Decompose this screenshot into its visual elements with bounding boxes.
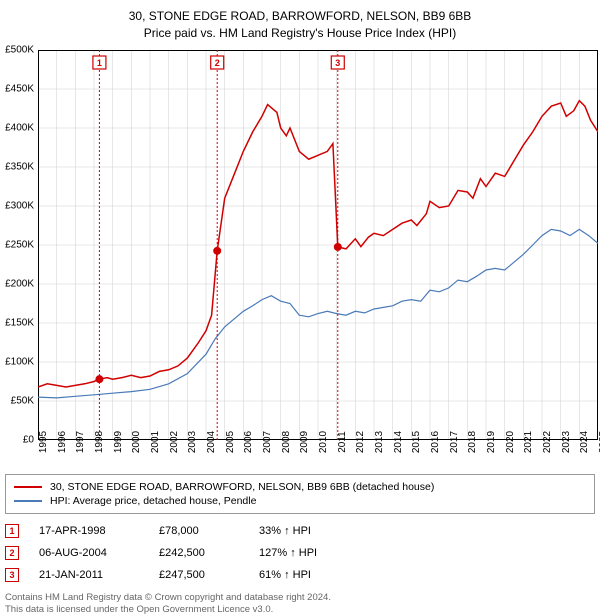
- x-tick-label: 2005: [225, 430, 236, 452]
- legend-item: 30, STONE EDGE ROAD, BARROWFORD, NELSON,…: [14, 480, 586, 494]
- sale-price: £78,000: [159, 525, 259, 537]
- x-tick-label: 2000: [131, 430, 142, 452]
- chart-subtitle: Price paid vs. HM Land Registry's House …: [10, 25, 590, 42]
- x-tick-label: 2007: [262, 430, 273, 452]
- footer: Contains HM Land Registry data © Crown c…: [5, 592, 595, 616]
- y-tick-label: £100K: [5, 356, 34, 367]
- x-tick-label: 2014: [393, 430, 404, 452]
- sale-row: 1 17-APR-1998£78,00033% ↑ HPI: [5, 520, 595, 542]
- y-tick-label: £200K: [5, 278, 34, 289]
- sale-date: 21-JAN-2011: [39, 569, 159, 581]
- y-tick-label: £50K: [11, 395, 34, 406]
- sale-row: 2 06-AUG-2004£242,500127% ↑ HPI: [5, 542, 595, 564]
- sale-price: £247,500: [159, 569, 259, 581]
- chart-area: 123 £0£50K£100K£150K£200K£250K£300K£350K…: [38, 50, 598, 440]
- footer-line-1: Contains HM Land Registry data © Crown c…: [5, 592, 595, 604]
- x-tick-label: 2009: [299, 430, 310, 452]
- x-tick-label: 2013: [374, 430, 385, 452]
- y-tick-label: £400K: [5, 122, 34, 133]
- x-tick-label: 2015: [411, 430, 422, 452]
- svg-text:3: 3: [335, 58, 340, 68]
- x-tick-label: 2010: [318, 430, 329, 452]
- x-tick-label: 2020: [505, 430, 516, 452]
- sale-marker: 2: [5, 546, 19, 560]
- x-tick-label: 1995: [38, 430, 49, 452]
- x-tick-label: 2008: [281, 430, 292, 452]
- x-tick-label: 2017: [449, 430, 460, 452]
- x-tick-label: 1996: [57, 430, 68, 452]
- x-tick-label: 2011: [337, 431, 348, 453]
- x-tick-label: 2022: [542, 430, 553, 452]
- y-tick-label: £350K: [5, 161, 34, 172]
- legend-label: 30, STONE EDGE ROAD, BARROWFORD, NELSON,…: [50, 481, 434, 493]
- sale-marker: 1: [5, 524, 19, 538]
- sale-marker: 3: [5, 568, 19, 582]
- x-tick-label: 2006: [243, 430, 254, 452]
- sales-table: 1 17-APR-1998£78,00033% ↑ HPI 2 06-AUG-2004…: [5, 520, 595, 586]
- sale-pct: 33% ↑ HPI: [259, 525, 369, 537]
- x-tick-label: 1998: [94, 430, 105, 452]
- sale-row: 3 21-JAN-2011£247,50061% ↑ HPI: [5, 564, 595, 586]
- chart-title: 30, STONE EDGE ROAD, BARROWFORD, NELSON,…: [10, 8, 590, 25]
- x-tick-label: 2019: [486, 430, 497, 452]
- x-tick-label: 2021: [523, 430, 534, 452]
- x-tick-label: 2002: [169, 430, 180, 452]
- legend-label: HPI: Average price, detached house, Pend…: [50, 495, 256, 507]
- x-tick-label: 2018: [467, 430, 478, 452]
- x-tick-label: 2016: [430, 430, 441, 452]
- sale-date: 06-AUG-2004: [39, 547, 159, 559]
- x-tick-label: 2023: [561, 430, 572, 452]
- legend-item: HPI: Average price, detached house, Pend…: [14, 494, 586, 508]
- y-tick-label: £0: [23, 434, 34, 445]
- sale-price: £242,500: [159, 547, 259, 559]
- footer-line-2: This data is licensed under the Open Gov…: [5, 604, 595, 616]
- sale-pct: 127% ↑ HPI: [259, 547, 369, 559]
- legend-swatch: [14, 500, 42, 502]
- sale-pct: 61% ↑ HPI: [259, 569, 369, 581]
- y-tick-label: £300K: [5, 200, 34, 211]
- x-tick-label: 1997: [75, 430, 86, 452]
- legend: 30, STONE EDGE ROAD, BARROWFORD, NELSON,…: [5, 474, 595, 514]
- y-axis-labels: £0£50K£100K£150K£200K£250K£300K£350K£400…: [0, 50, 36, 440]
- x-tick-label: 2024: [579, 430, 590, 452]
- svg-text:1: 1: [97, 58, 102, 68]
- x-axis-labels: 1995199619971998199920002001200220032004…: [38, 440, 598, 468]
- x-tick-label: 2001: [150, 430, 161, 452]
- x-tick-label: 2004: [206, 430, 217, 452]
- legend-swatch: [14, 486, 42, 488]
- x-tick-label: 1999: [113, 430, 124, 452]
- y-tick-label: £150K: [5, 317, 34, 328]
- chart-title-block: 30, STONE EDGE ROAD, BARROWFORD, NELSON,…: [0, 0, 600, 46]
- y-tick-label: £450K: [5, 83, 34, 94]
- sale-date: 17-APR-1998: [39, 525, 159, 537]
- chart-svg: 1 2 3: [38, 50, 598, 440]
- y-tick-label: £250K: [5, 239, 34, 250]
- x-tick-label: 2012: [355, 430, 366, 452]
- x-tick-label: 2003: [187, 430, 198, 452]
- y-tick-label: £500K: [5, 44, 34, 55]
- svg-text:2: 2: [215, 58, 220, 68]
